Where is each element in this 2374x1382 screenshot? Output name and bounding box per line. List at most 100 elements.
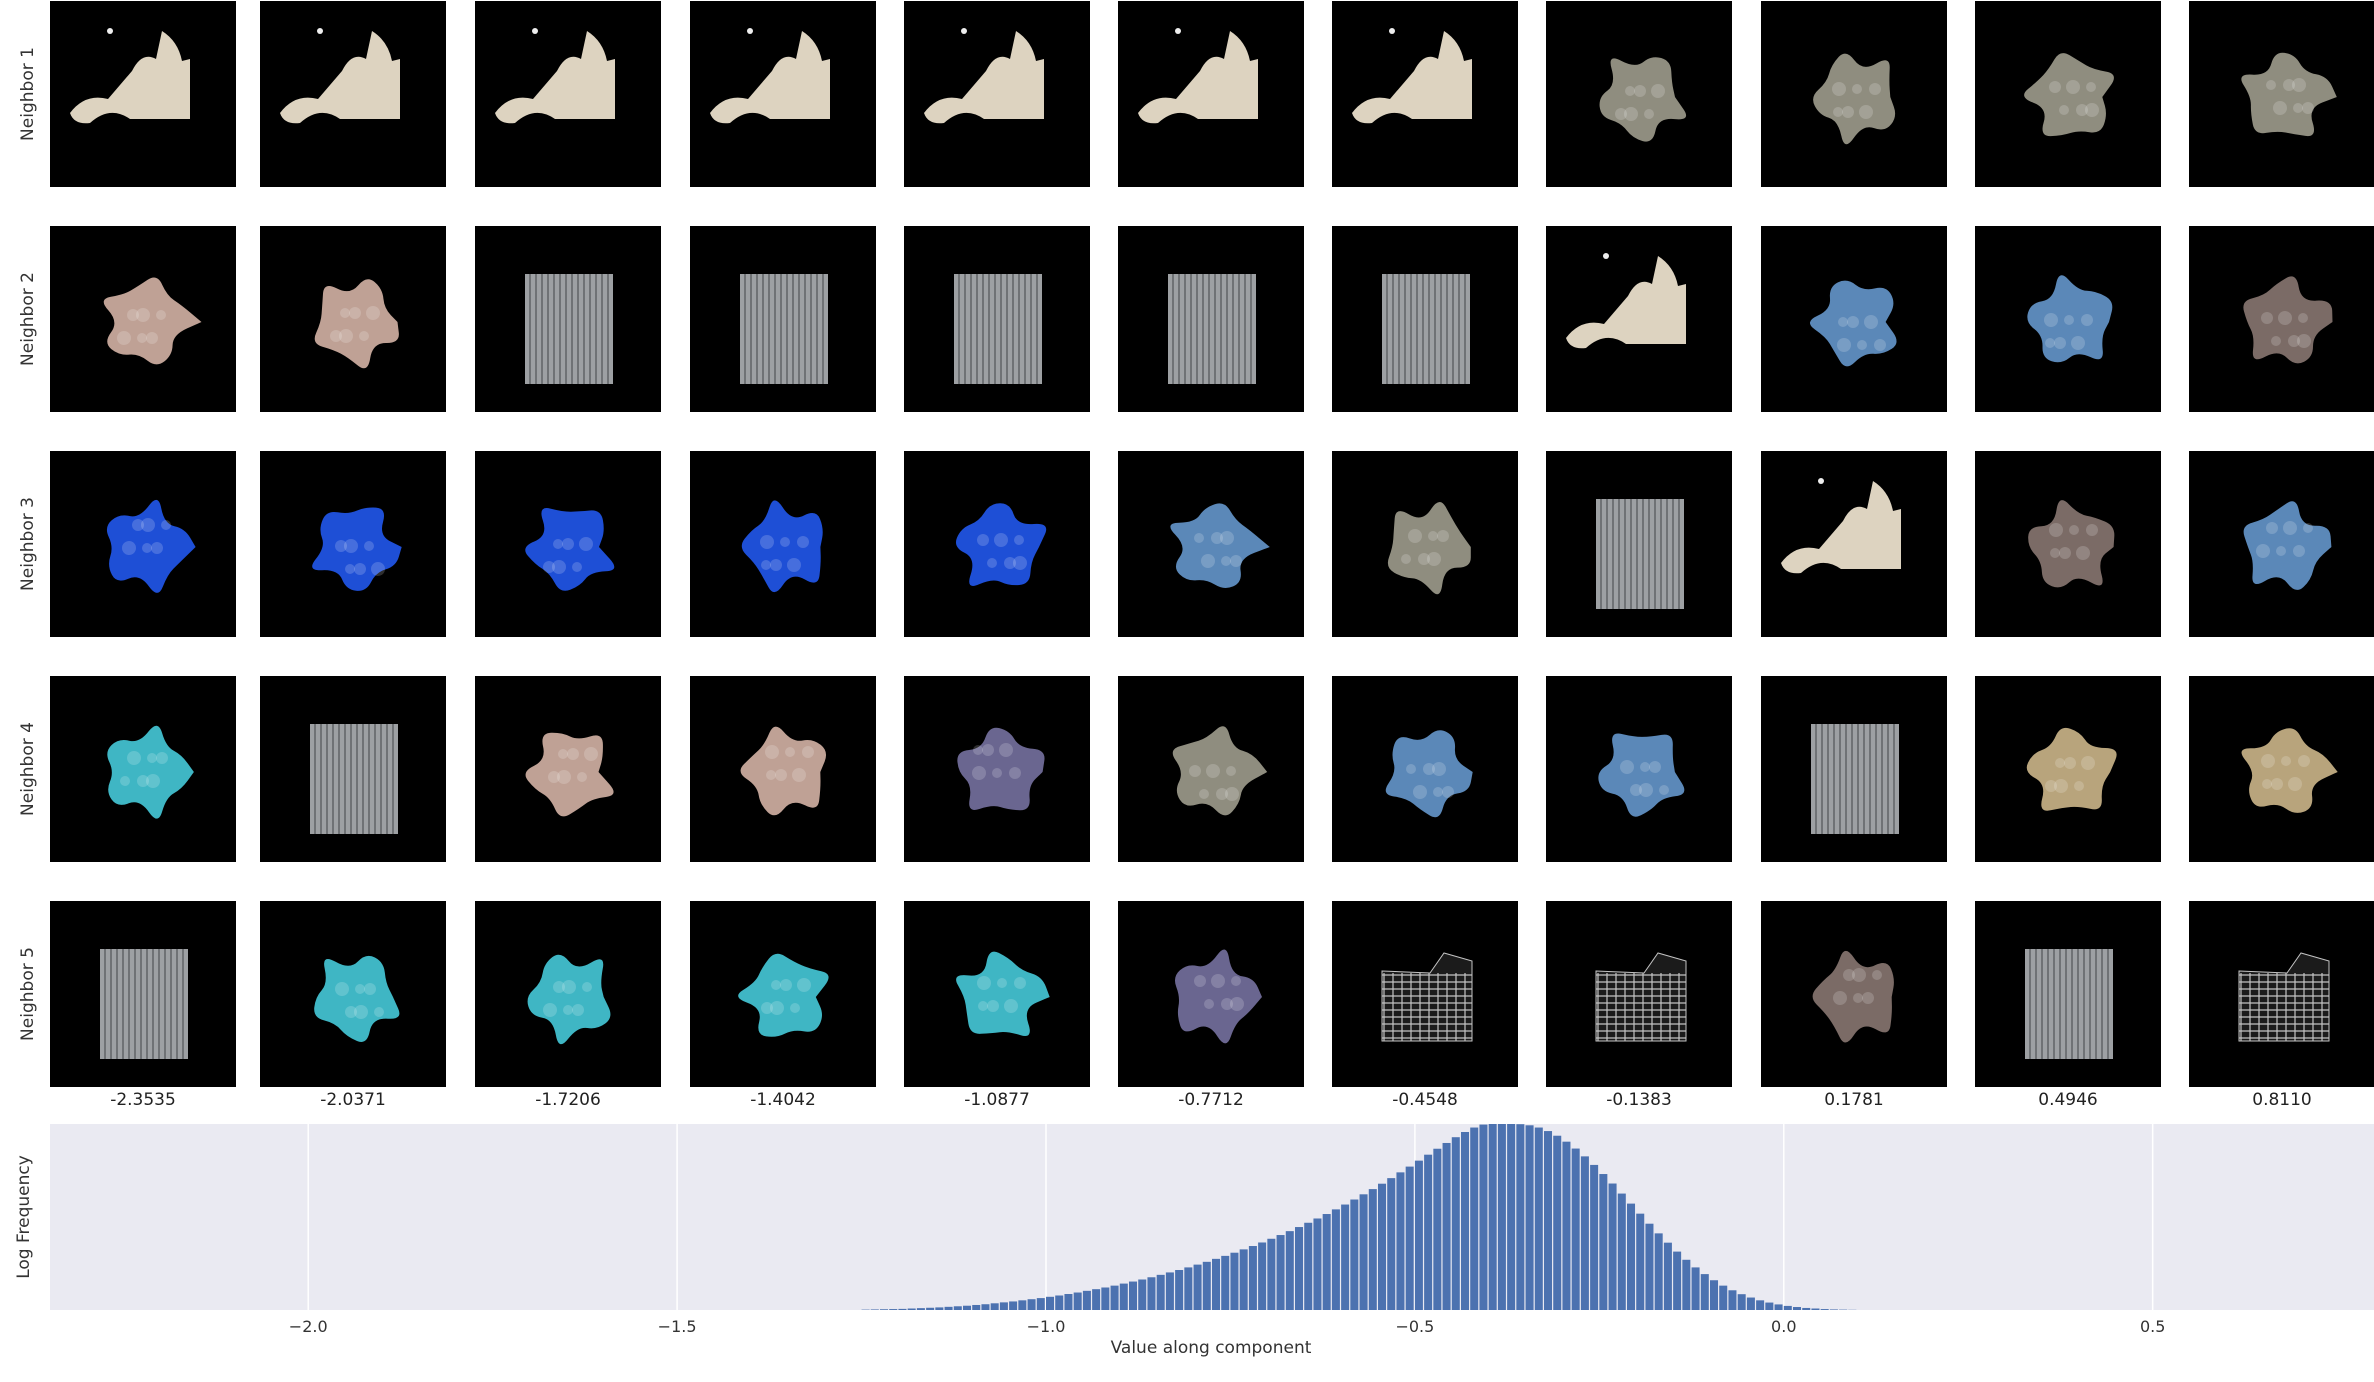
histogram-bar <box>1064 1294 1073 1310</box>
texture-patch-knit-blue <box>2027 275 2113 363</box>
neighbor-patch-grid: Neighbor 1 Neighbor 2 Neighbor 3 Neighbor 4… <box>8 1 2374 1110</box>
patch-thumbnail-r1-c7 <box>1332 1 1518 187</box>
patch-thumbnail-r1-c9 <box>1761 1 1947 187</box>
histogram-bar <box>1285 1231 1294 1310</box>
texture-patch-knit-blue <box>1385 730 1473 818</box>
patch-thumbnail-r4-c8 <box>1546 676 1732 862</box>
texture-patch-grey-stripes <box>1596 499 1684 609</box>
texture-patch-grey-stripes <box>1811 724 1899 834</box>
texture-patch-mosaic <box>1387 501 1471 595</box>
x-tick-label: 0.0 <box>1771 1317 1796 1336</box>
x-tick-label: −0.5 <box>1395 1317 1434 1336</box>
row-label-text: Neighbor 2 <box>18 272 38 366</box>
texture-patch-sand <box>740 726 827 816</box>
histogram-bar <box>1387 1178 1396 1310</box>
histogram-bar <box>1663 1242 1672 1310</box>
patch-thumbnail-r4-c7 <box>1332 676 1518 862</box>
patch-thumbnail-r4-c4 <box>690 676 876 862</box>
patch-image <box>1382 274 1470 384</box>
histogram-bar <box>1525 1125 1534 1310</box>
histogram-bar <box>990 1303 999 1310</box>
patch-thumbnail-r1-c8 <box>1546 1 1732 187</box>
texture-patch-grey-stripes <box>2025 949 2113 1059</box>
texture-patch-lavender <box>957 727 1045 811</box>
histogram-bar <box>1331 1209 1340 1310</box>
patch-thumbnail-r2-c3 <box>475 226 661 412</box>
texture-patch-sand <box>103 277 202 365</box>
patch-image <box>1138 28 1258 124</box>
texture-patch-knit-blue <box>1170 503 1270 588</box>
histogram-bar <box>1350 1199 1359 1310</box>
patch-image <box>1809 280 1897 367</box>
row-label-neighbor-1: Neighbor 1 <box>8 1 48 187</box>
patch-image <box>314 279 399 369</box>
histogram-bar <box>1516 1124 1525 1310</box>
texture-patch-royal-blue <box>955 503 1047 586</box>
histogram-bar <box>1645 1223 1654 1310</box>
patch-thumbnail-r3-c11 <box>2189 451 2374 637</box>
patch-thumbnail-r5-c6 <box>1118 901 1304 1087</box>
histogram-bar <box>907 1308 916 1310</box>
texture-patch-mosaic <box>2024 53 2114 137</box>
histogram-bar <box>1793 1307 1802 1310</box>
histogram-bar <box>1682 1259 1691 1310</box>
patch-image <box>1595 952 1687 1042</box>
histogram-bar <box>944 1306 953 1310</box>
histogram-bar <box>916 1308 925 1310</box>
column-value-label: -0.7712 <box>1178 1090 1244 1110</box>
patch-image <box>1599 57 1687 142</box>
texture-patch-cyan <box>107 725 194 819</box>
histogram-bar <box>1451 1137 1460 1310</box>
texture-patch-cyan <box>738 953 829 1037</box>
histogram-bar <box>1636 1213 1645 1310</box>
texture-patch-grid-white <box>1381 952 1473 1042</box>
histogram-bar <box>1691 1267 1700 1310</box>
patch-image <box>1596 499 1684 609</box>
texture-patch-royal-blue <box>525 508 615 591</box>
histogram-bar <box>1580 1156 1589 1310</box>
texture-patch-sand <box>525 732 614 817</box>
texture-patch-taupe <box>1812 950 1894 1043</box>
patch-thumbnail-r4-c2 <box>260 676 446 862</box>
histogram-bar <box>1590 1164 1599 1310</box>
texture-patch-royal-blue <box>741 500 823 593</box>
patch-image <box>70 28 190 124</box>
histogram-bar <box>1101 1287 1110 1310</box>
histogram-bar <box>1313 1218 1322 1310</box>
histogram-bar <box>1507 1124 1516 1310</box>
patch-thumbnail-r2-c8 <box>1546 226 1732 412</box>
histogram-bar <box>1221 1255 1230 1310</box>
histogram-bar <box>999 1302 1008 1310</box>
patch-image <box>103 277 202 365</box>
patch-thumbnail-r2-c5 <box>904 226 1090 412</box>
patch-thumbnail-r3-c1 <box>50 451 236 637</box>
patch-image <box>924 28 1044 124</box>
patch-image <box>107 725 194 819</box>
patch-thumbnail-r2-c2 <box>260 226 446 412</box>
x-tick-label: −1.5 <box>658 1317 697 1336</box>
histogram-bar <box>1276 1235 1285 1310</box>
column-value-label: -0.4548 <box>1392 1090 1458 1110</box>
patch-thumbnail-r2-c9 <box>1761 226 1947 412</box>
histogram-bar <box>1212 1258 1221 1310</box>
row-label-text: Neighbor 5 <box>18 947 38 1041</box>
histogram-bar <box>870 1309 879 1310</box>
histogram-bar <box>1165 1272 1174 1310</box>
row-label-neighbor-2: Neighbor 2 <box>8 226 48 412</box>
patch-image <box>955 503 1047 586</box>
histogram-bar <box>1230 1252 1239 1310</box>
patch-thumbnail-r5-c1 <box>50 901 236 1087</box>
histogram-bar <box>1092 1289 1101 1310</box>
histogram-bar <box>1710 1280 1719 1310</box>
histogram-bar <box>1295 1227 1304 1310</box>
histogram-bar <box>889 1309 898 1310</box>
texture-patch-taupe <box>2243 276 2333 364</box>
row-label-text: Neighbor 4 <box>18 722 38 816</box>
patch-image <box>1811 724 1899 834</box>
patch-thumbnail-r1-c3 <box>475 1 661 187</box>
histogram-bar <box>1082 1290 1091 1310</box>
histogram-bar <box>1036 1298 1045 1310</box>
patch-image <box>1381 952 1473 1042</box>
histogram-bar <box>1534 1127 1543 1310</box>
patch-image <box>525 732 614 817</box>
